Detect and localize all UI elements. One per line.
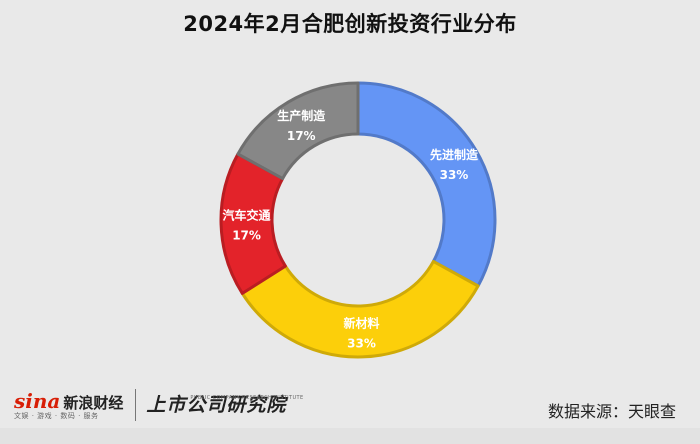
research-institute-name: 上市公司研究院 xyxy=(146,393,287,416)
sina-finance-name: 新浪财经 xyxy=(63,393,124,412)
slice-value-1: 33% xyxy=(440,168,469,182)
slice-value-2: 33% xyxy=(347,336,376,350)
footer-band xyxy=(0,428,700,444)
sina-tagline: 文娱 · 游戏 · 数码 · 服务 xyxy=(14,411,99,420)
donut-slice-2 xyxy=(240,259,480,359)
slice-label-1: 先进制造 xyxy=(430,147,479,162)
sina-finance-logo: sina 新浪财经 文娱 · 游戏 · 数码 · 服务 xyxy=(14,391,123,420)
slice-value-3: 17% xyxy=(232,229,261,243)
chart-title: 2024年2月合肥创新投资行业分布 xyxy=(183,12,517,36)
slice-value-4: 17% xyxy=(287,129,316,143)
slice-label-4: 生产制造 xyxy=(277,108,326,123)
logo-divider xyxy=(135,389,137,421)
slice-label-2: 新材料 xyxy=(343,315,379,330)
sina-logo-word: sina xyxy=(14,388,61,413)
donut-slice-4 xyxy=(236,81,360,181)
research-institute-english: PUBLIC COMPANY RESEARCH INSTITUTE xyxy=(190,394,304,401)
data-source: 数据来源：天眼查 xyxy=(547,402,676,421)
slice-label-3: 汽车交通 xyxy=(223,208,271,223)
donut-slice-1 xyxy=(356,81,497,288)
brand-logos: sina 新浪财经 文娱 · 游戏 · 数码 · 服务 上市公司研究院 PUBL… xyxy=(14,385,304,425)
research-institute-logo: 上市公司研究院 PUBLIC COMPANY RESEARCH INSTITUT… xyxy=(146,393,304,416)
